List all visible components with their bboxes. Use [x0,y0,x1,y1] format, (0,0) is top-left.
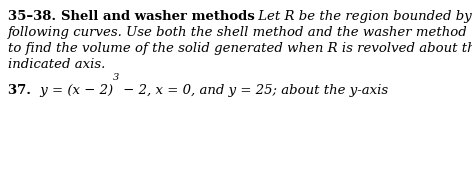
Text: 35–38.: 35–38. [8,10,61,23]
Text: to find the volume of the solid generated when R is revolved about the: to find the volume of the solid generate… [8,42,472,55]
Text: y = (x − 2): y = (x − 2) [35,84,113,97]
Text: indicated axis.: indicated axis. [8,58,105,71]
Text: 37.: 37. [8,84,35,97]
Text: following curves. Use both the shell method and the washer method: following curves. Use both the shell met… [8,26,468,39]
Text: 3: 3 [113,73,119,82]
Text: Let R be the region bounded by the: Let R be the region bounded by the [254,10,472,23]
Text: − 2, x = 0, and y = 25; about the y-axis: − 2, x = 0, and y = 25; about the y-axis [119,84,388,97]
Text: Shell and washer methods: Shell and washer methods [61,10,254,23]
